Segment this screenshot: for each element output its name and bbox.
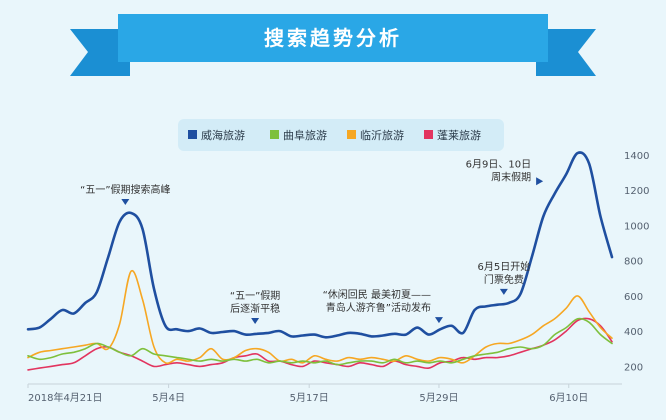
annotation-text: 6月5日开始 <box>477 260 530 273</box>
annotation-arrow-icon <box>251 317 260 324</box>
legend-label-linyi: 临沂旅游 <box>360 128 404 142</box>
y-tick-label: 1000 <box>624 221 649 232</box>
series-layer <box>26 151 614 371</box>
series-line-weihai <box>26 151 614 339</box>
annotation-text: 青岛人游齐鲁”活动发布 <box>326 301 431 314</box>
x-tick-label: 5月29日 <box>419 392 458 404</box>
x-axis-ticks: 2018年4月21日 5月4日 5月17日 5月29日 6月10日 <box>27 384 588 404</box>
annotation-text: “五一”假期搜索高峰 <box>80 183 170 196</box>
annotation-text: 门票免费 <box>484 273 524 286</box>
annotation-arrow-icon <box>499 288 508 295</box>
annotation-text: “休闲回民 最美初夏—— <box>323 288 431 301</box>
y-tick-label: 400 <box>624 327 643 338</box>
annotation-arrow-icon <box>536 177 544 186</box>
y-tick-label: 200 <box>624 362 643 373</box>
banner-tail-right <box>536 29 596 76</box>
banner-tail-left <box>70 29 130 76</box>
y-tick-label: 800 <box>624 257 643 268</box>
title-banner: 搜索趋势分析 <box>70 14 596 76</box>
legend-swatch-qufu <box>270 130 279 139</box>
legend-swatch-weihai <box>188 130 197 139</box>
annotation-3: “休闲回民 最美初夏——青岛人游齐鲁”活动发布 <box>323 288 443 324</box>
annotation-text: 后逐渐平稳 <box>230 302 280 315</box>
annotation-text: 周末假期 <box>491 170 531 183</box>
x-tick-label: 5月4日 <box>152 392 185 404</box>
y-tick-label: 1400 <box>624 151 649 162</box>
series-line-linyi <box>27 269 613 365</box>
legend-label-weihai: 威海旅游 <box>201 128 245 142</box>
annotation-text: “五一”假期 <box>230 289 280 302</box>
annotation-arrow-icon <box>434 317 443 324</box>
y-axis-ticks: 200 400 600 800 1000 1200 1400 <box>624 151 649 374</box>
annotation-1: “五一”假期搜索高峰 <box>80 183 171 205</box>
y-tick-label: 1200 <box>624 186 649 197</box>
x-tick-label: 2018年4月21日 <box>28 391 103 404</box>
annotation-arrow-icon <box>121 198 130 205</box>
x-tick-label: 5月17日 <box>290 392 329 404</box>
x-tick-label: 6月10日 <box>549 392 588 404</box>
legend: 威海旅游 曲阜旅游 临沂旅游 蓬莱旅游 <box>178 119 504 151</box>
legend-swatch-penglai <box>424 130 433 139</box>
annotation-text: 6月9日、10日 <box>466 158 531 170</box>
y-tick-label: 600 <box>624 292 643 303</box>
legend-swatch-linyi <box>347 130 356 139</box>
legend-box <box>178 119 504 151</box>
legend-label-penglai: 蓬莱旅游 <box>437 128 481 142</box>
series-line-qufu <box>27 317 613 366</box>
legend-label-qufu: 曲阜旅游 <box>283 128 327 142</box>
chart-title: 搜索趋势分析 <box>264 26 402 50</box>
banner-body <box>118 14 548 62</box>
